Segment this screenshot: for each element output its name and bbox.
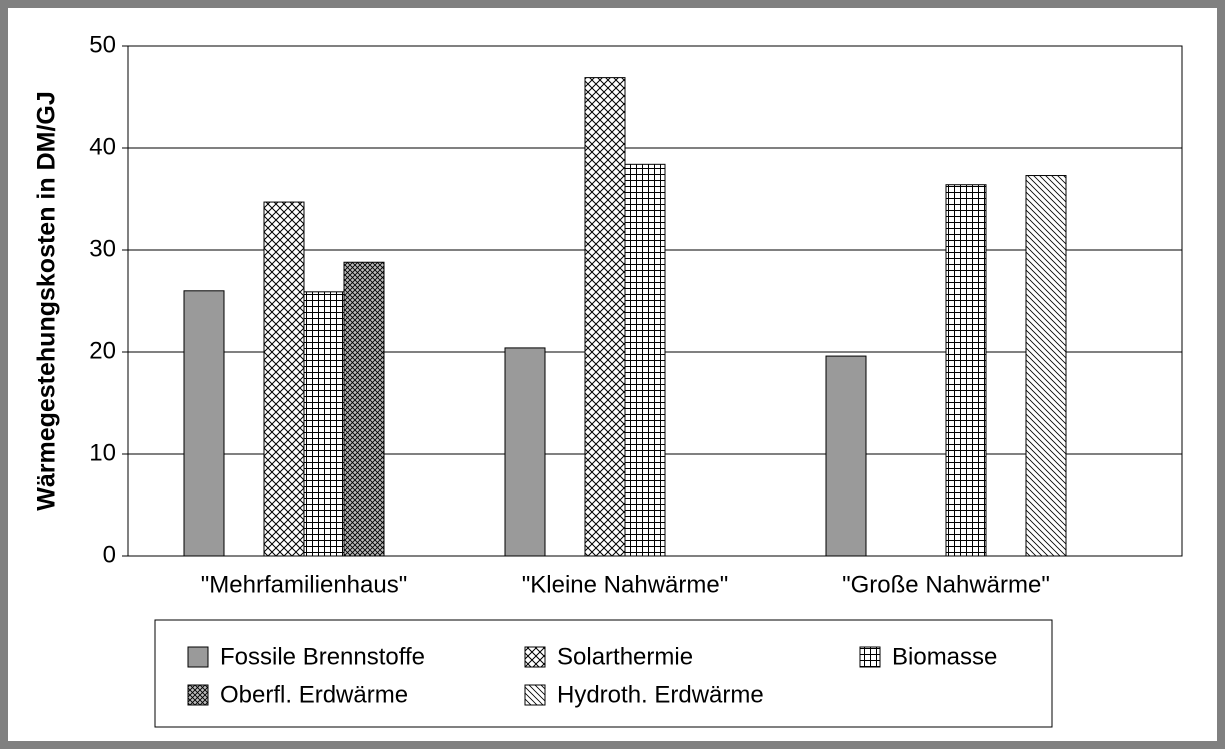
legend-swatch bbox=[524, 646, 546, 668]
x-tick-label: "Große Nahwärme" bbox=[842, 571, 1050, 598]
y-tick-label: 50 bbox=[89, 31, 116, 58]
bar bbox=[945, 184, 987, 557]
bar bbox=[183, 290, 225, 557]
x-tick-label: "Mehrfamilienhaus" bbox=[201, 571, 407, 598]
legend-label: Biomasse bbox=[892, 643, 997, 670]
bar bbox=[303, 291, 345, 557]
legend-label: Fossile Brennstoffe bbox=[220, 643, 425, 670]
legend-swatch bbox=[187, 646, 209, 668]
y-axis-label: Wärmegestehungskosten in DM/GJ bbox=[33, 91, 61, 511]
bar bbox=[624, 163, 666, 557]
y-tick-label: 0 bbox=[103, 541, 116, 568]
bar bbox=[504, 347, 546, 557]
bar bbox=[584, 77, 626, 557]
legend-label: Solarthermie bbox=[557, 643, 693, 670]
bar bbox=[1025, 175, 1067, 557]
bar bbox=[825, 355, 867, 557]
legend-label: Oberfl. Erdwärme bbox=[220, 681, 408, 708]
legend-label: Hydroth. Erdwärme bbox=[557, 681, 764, 708]
legend-swatch bbox=[859, 646, 881, 668]
legend-swatch bbox=[187, 684, 209, 706]
y-tick-label: 10 bbox=[89, 439, 116, 466]
bar bbox=[343, 261, 385, 557]
y-tick-label: 40 bbox=[89, 133, 116, 160]
y-tick-label: 30 bbox=[89, 235, 116, 262]
y-tick-label: 20 bbox=[89, 337, 116, 364]
legend bbox=[154, 619, 1053, 728]
bar bbox=[263, 201, 305, 557]
x-tick-label: "Kleine Nahwärme" bbox=[522, 571, 728, 598]
legend-swatch bbox=[524, 684, 546, 706]
